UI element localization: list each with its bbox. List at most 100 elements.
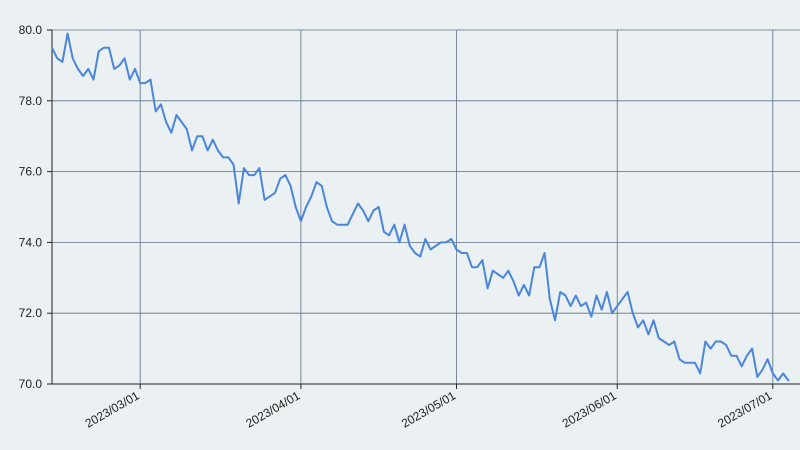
data-point — [337, 224, 338, 225]
y-tick-label: 70.0 — [19, 377, 43, 391]
data-point — [238, 203, 239, 204]
data-point — [674, 341, 675, 342]
data-point — [223, 157, 224, 158]
data-point — [326, 206, 327, 207]
data-point — [523, 284, 524, 285]
data-point — [575, 295, 576, 296]
data-point — [767, 359, 768, 360]
data-point — [622, 298, 623, 299]
data-point — [752, 348, 753, 349]
data-point — [731, 355, 732, 356]
data-point — [383, 231, 384, 232]
data-point — [466, 252, 467, 253]
data-point — [440, 242, 441, 243]
grid-lines — [52, 29, 800, 385]
data-point — [274, 192, 275, 193]
data-point — [249, 175, 250, 176]
data-point — [119, 65, 120, 66]
data-point — [202, 136, 203, 137]
data-point — [643, 320, 644, 321]
data-point — [72, 58, 73, 59]
data-point — [389, 235, 390, 236]
data-point — [591, 316, 592, 317]
data-point — [482, 260, 483, 261]
data-point — [62, 61, 63, 62]
data-point — [586, 302, 587, 303]
data-point — [108, 47, 109, 48]
data-point — [186, 129, 187, 130]
data-point — [549, 298, 550, 299]
data-point — [280, 178, 281, 179]
data-point — [720, 341, 721, 342]
data-point — [596, 295, 597, 296]
data-point — [565, 295, 566, 296]
data-point — [67, 33, 68, 34]
data-point — [93, 79, 94, 80]
data-point — [456, 249, 457, 250]
data-point — [399, 242, 400, 243]
data-point — [357, 203, 358, 204]
data-point — [254, 175, 255, 176]
data-point — [409, 245, 410, 246]
data-point — [534, 267, 535, 268]
data-point — [435, 245, 436, 246]
data-point — [746, 355, 747, 356]
data-point — [295, 206, 296, 207]
data-point — [347, 224, 348, 225]
series-line — [51, 32, 790, 382]
data-point — [679, 359, 680, 360]
data-point — [508, 270, 509, 271]
data-point — [606, 291, 607, 292]
data-point — [658, 337, 659, 338]
data-point — [171, 132, 172, 133]
data-point — [264, 199, 265, 200]
data-point — [88, 68, 89, 69]
data-point — [669, 345, 670, 346]
data-point — [420, 256, 421, 257]
y-tick-label: 76.0 — [19, 165, 43, 179]
data-point — [601, 309, 602, 310]
data-point — [57, 58, 58, 59]
data-point — [176, 114, 177, 115]
data-point — [762, 369, 763, 370]
data-point — [425, 238, 426, 239]
data-point — [694, 362, 695, 363]
data-point — [394, 224, 395, 225]
data-point — [51, 47, 52, 48]
data-point — [114, 68, 115, 69]
data-point — [243, 168, 244, 169]
axes — [47, 29, 800, 389]
y-axis-tick-labels: 70.0 72.0 74.0 76.0 78.0 80.0 — [19, 23, 43, 391]
series-layer — [51, 32, 790, 382]
data-point — [612, 313, 613, 314]
data-point — [331, 221, 332, 222]
data-point — [492, 270, 493, 271]
data-point — [446, 242, 447, 243]
data-point — [757, 376, 758, 377]
data-point — [166, 121, 167, 122]
data-point — [191, 150, 192, 151]
data-point — [83, 75, 84, 76]
data-point — [368, 221, 369, 222]
data-point — [741, 366, 742, 367]
data-point — [554, 320, 555, 321]
data-point — [451, 238, 452, 239]
data-point — [648, 334, 649, 335]
data-point — [503, 277, 504, 278]
data-point — [788, 380, 789, 381]
data-point — [140, 83, 141, 84]
data-point — [285, 175, 286, 176]
data-point — [570, 306, 571, 307]
data-point — [430, 249, 431, 250]
y-tick-label: 74.0 — [19, 235, 43, 249]
data-point — [212, 139, 213, 140]
data-point — [145, 83, 146, 84]
data-point — [290, 185, 291, 186]
data-point — [497, 274, 498, 275]
data-point — [207, 150, 208, 151]
data-point — [352, 214, 353, 215]
data-point — [129, 79, 130, 80]
data-point — [77, 68, 78, 69]
data-point — [373, 210, 374, 211]
